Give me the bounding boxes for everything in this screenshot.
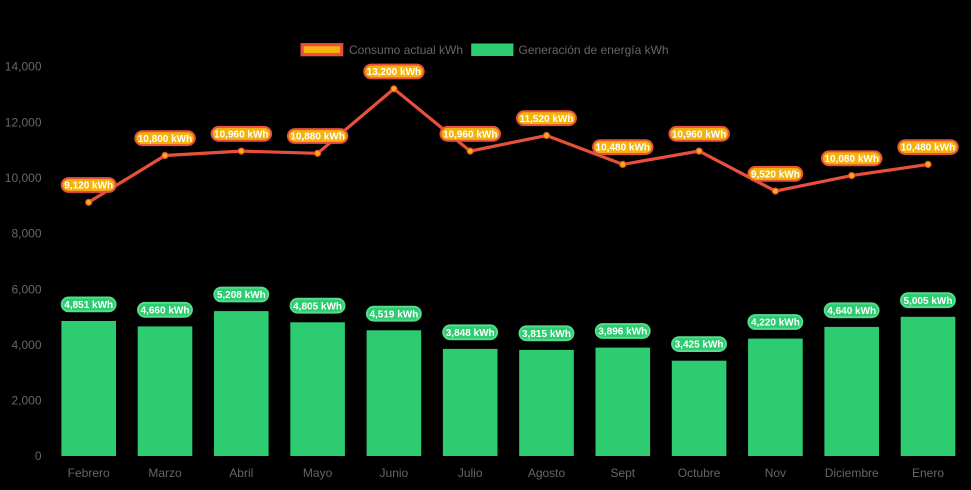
svg-text:10,800 kWh: 10,800 kWh (138, 134, 192, 145)
svg-text:4,220 kWh: 4,220 kWh (751, 318, 800, 329)
svg-text:Diciembre: Diciembre (825, 466, 879, 480)
svg-text:4,805 kWh: 4,805 kWh (293, 301, 342, 312)
svg-text:10,480 kWh: 10,480 kWh (596, 143, 650, 154)
svg-text:Abril: Abril (229, 466, 253, 480)
svg-text:3,815 kWh: 3,815 kWh (522, 329, 571, 340)
svg-text:Marzo: Marzo (148, 466, 182, 480)
svg-text:4,660 kWh: 4,660 kWh (141, 305, 190, 316)
svg-text:13,200 kWh: 13,200 kWh (367, 67, 421, 78)
svg-text:10,960 kWh: 10,960 kWh (443, 129, 497, 140)
svg-text:3,896 kWh: 3,896 kWh (598, 327, 647, 338)
svg-text:10,480 kWh: 10,480 kWh (901, 143, 955, 154)
svg-text:6,000: 6,000 (11, 282, 41, 296)
svg-text:14,000: 14,000 (5, 60, 42, 74)
svg-text:9,520 kWh: 9,520 kWh (751, 169, 800, 180)
svg-text:10,000: 10,000 (5, 171, 42, 185)
svg-text:Enero: Enero (912, 466, 944, 480)
svg-text:10,960 kWh: 10,960 kWh (672, 129, 726, 140)
svg-text:11,520 kWh: 11,520 kWh (520, 114, 574, 125)
svg-text:10,880 kWh: 10,880 kWh (290, 132, 344, 143)
svg-text:3,848 kWh: 3,848 kWh (446, 328, 495, 339)
svg-text:5,005 kWh: 5,005 kWh (904, 296, 953, 307)
svg-text:Sept: Sept (610, 466, 635, 480)
svg-text:3,425 kWh: 3,425 kWh (675, 340, 724, 351)
svg-text:Generación de energía kWh: Generación de energía kWh (519, 43, 669, 57)
svg-text:2,000: 2,000 (11, 394, 41, 408)
svg-text:4,640 kWh: 4,640 kWh (827, 306, 876, 317)
svg-text:5,208 kWh: 5,208 kWh (217, 290, 266, 301)
svg-text:9,120 kWh: 9,120 kWh (64, 181, 113, 192)
svg-text:Nov: Nov (765, 466, 786, 480)
svg-text:10,080 kWh: 10,080 kWh (824, 154, 878, 165)
svg-text:12,000: 12,000 (5, 115, 42, 129)
svg-text:0: 0 (35, 449, 42, 463)
svg-text:Junio: Junio (380, 466, 409, 480)
svg-text:Mayo: Mayo (303, 466, 333, 480)
svg-text:Febrero: Febrero (68, 466, 110, 480)
svg-text:4,519 kWh: 4,519 kWh (369, 309, 418, 320)
svg-text:Consumo actual kWh: Consumo actual kWh (349, 43, 463, 57)
svg-text:4,851 kWh: 4,851 kWh (64, 300, 113, 311)
svg-text:Agosto: Agosto (528, 466, 566, 480)
svg-text:8,000: 8,000 (11, 227, 41, 241)
svg-text:10,960 kWh: 10,960 kWh (214, 129, 268, 140)
svg-text:Octubre: Octubre (678, 466, 721, 480)
svg-text:Julio: Julio (458, 466, 483, 480)
svg-text:4,000: 4,000 (11, 338, 41, 352)
